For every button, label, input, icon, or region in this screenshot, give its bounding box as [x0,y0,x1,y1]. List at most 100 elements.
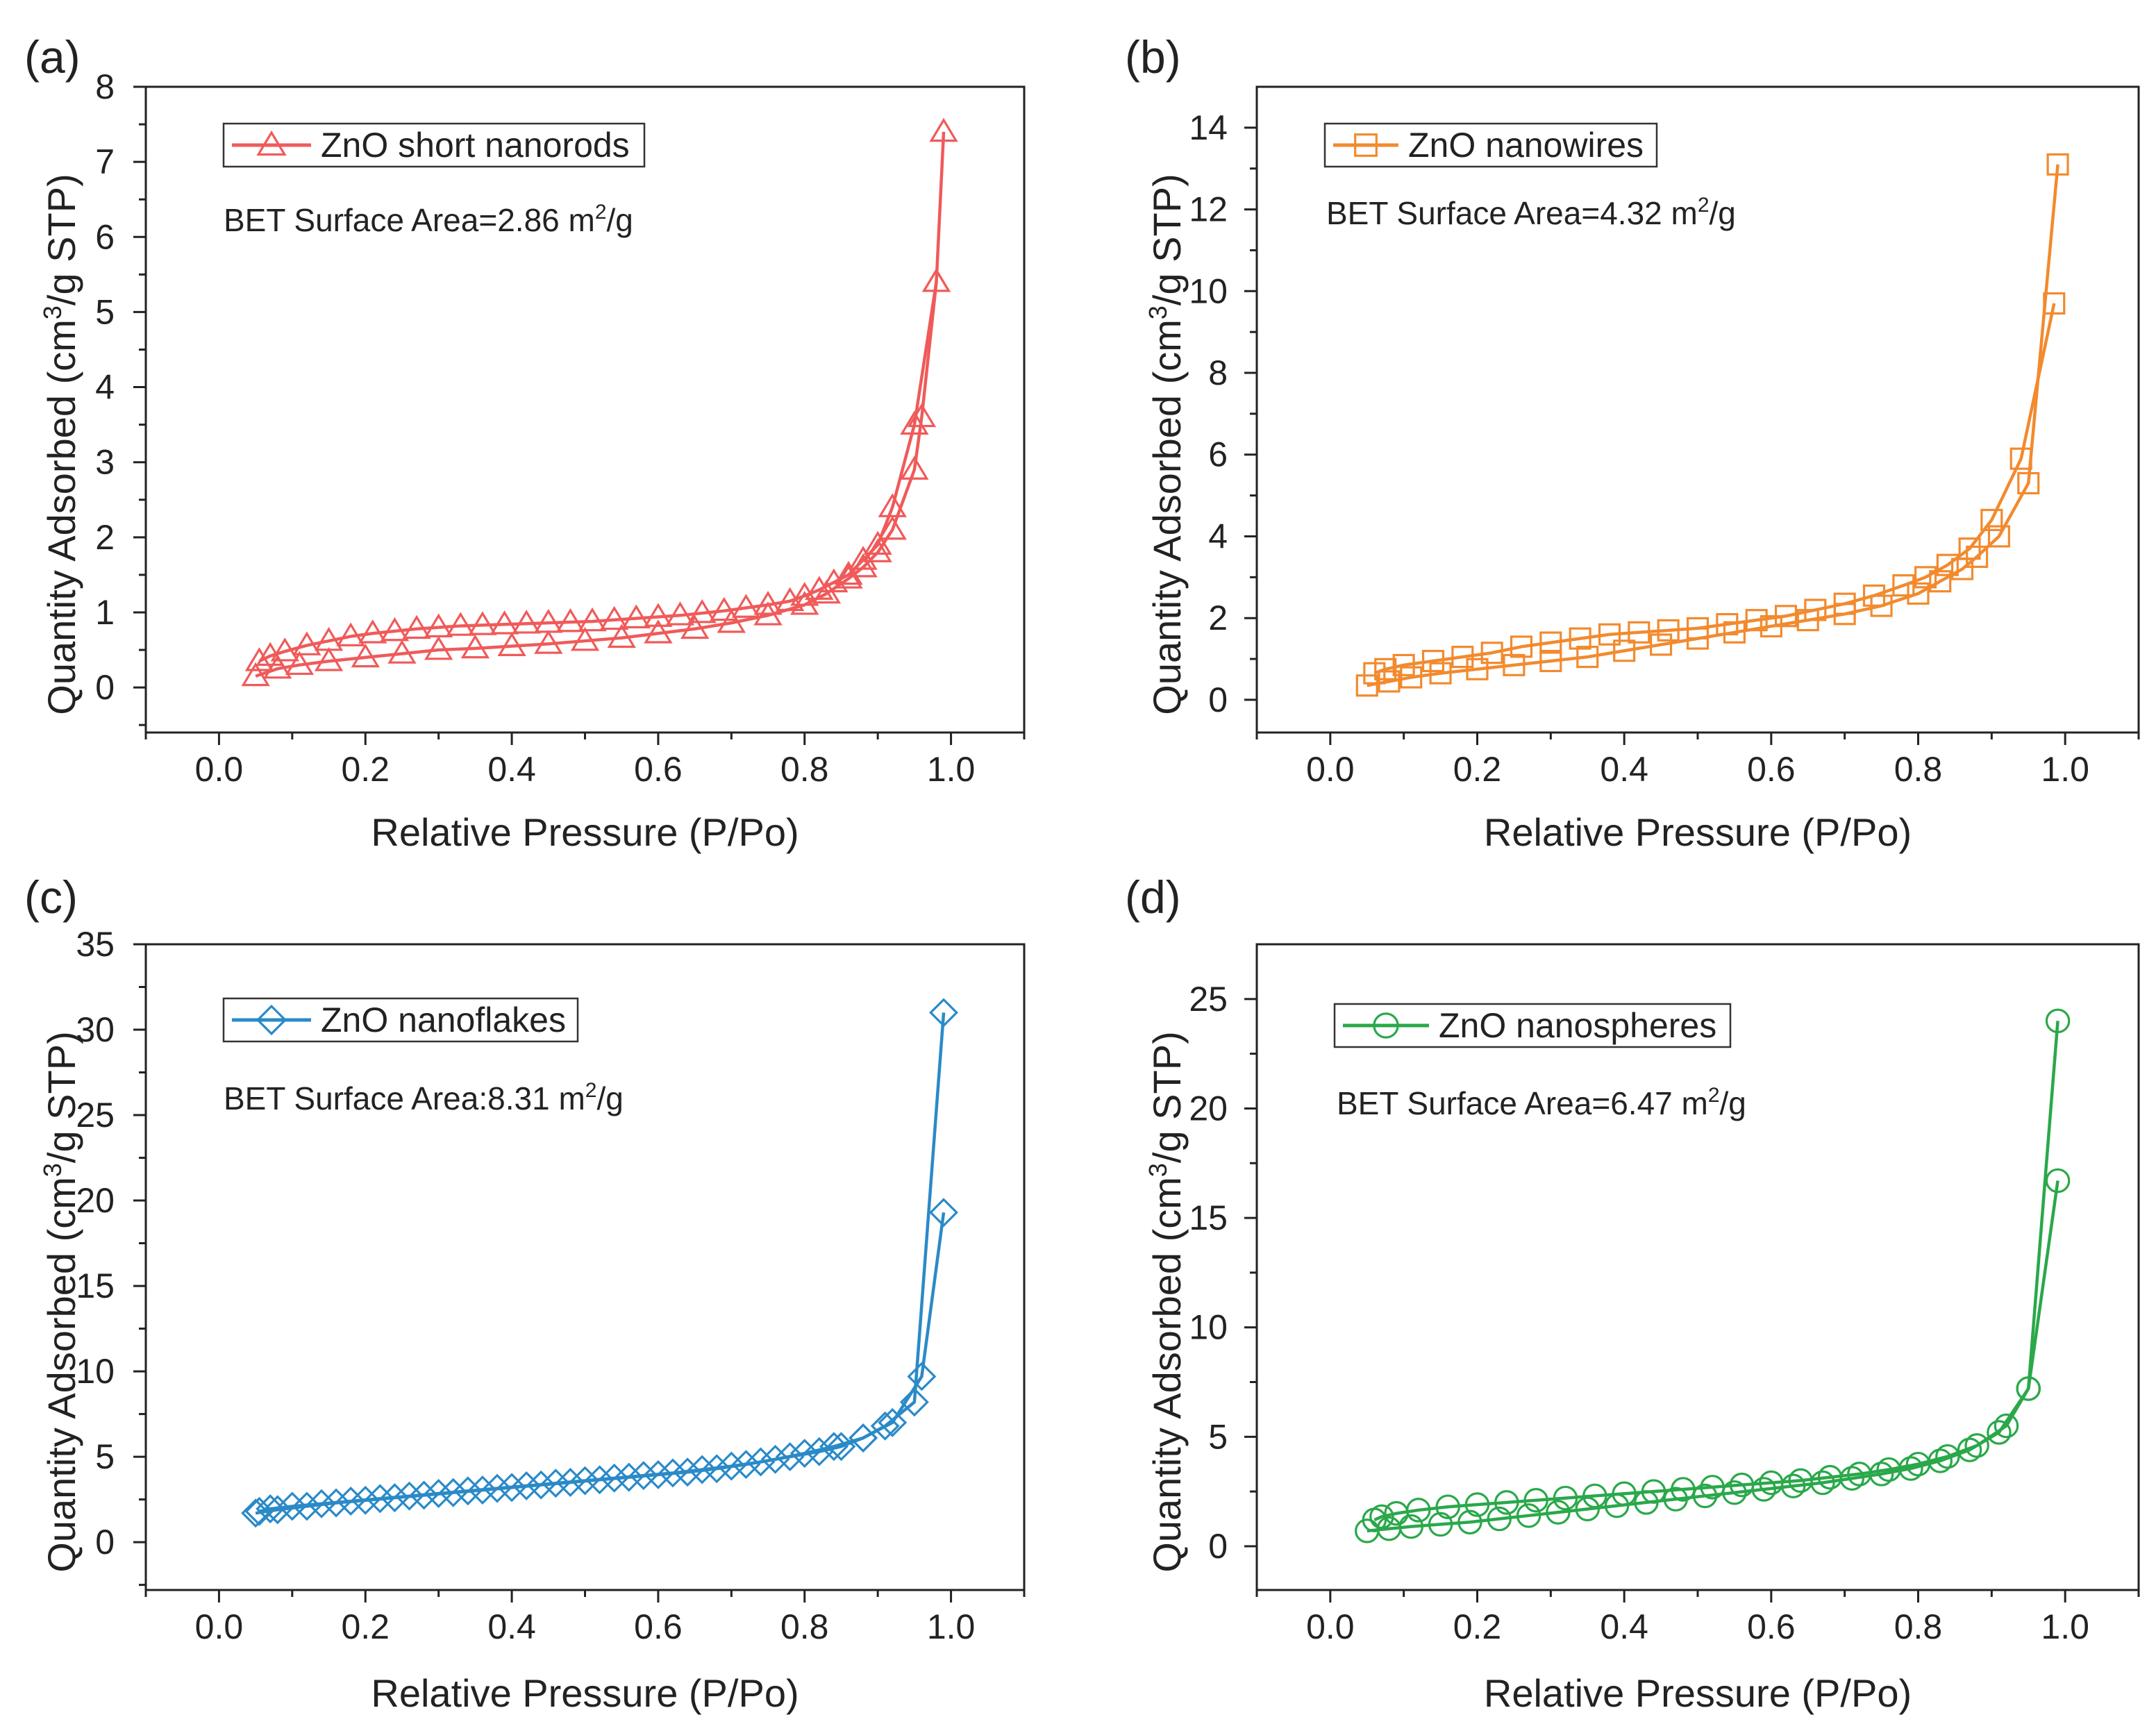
desorption-point [863,530,892,555]
adsorption-point [1398,1514,1423,1539]
desorption-point [804,1437,834,1466]
desorption-point [394,1481,424,1511]
desorption-point [541,1468,571,1498]
desorption-point [1817,1464,1843,1490]
desorption-point [628,1461,658,1491]
desorption-point [2009,447,2032,470]
adsorption-point [1539,649,1562,673]
adsorption-point [607,624,636,648]
desorption-point [1804,599,1827,621]
y-tick-label: 12 [1189,190,1228,229]
x-tick-label: 0.4 [487,750,536,789]
legend-marker [1373,1012,1399,1039]
desorption-point [731,594,761,618]
y-tick-label: 2 [1208,599,1228,637]
y-tick-label: 7 [95,142,115,181]
desorption-point [336,1487,366,1516]
y-tick-label: 8 [1208,353,1228,392]
desorption-point [307,1489,336,1518]
desorption-point [687,1455,717,1484]
desorption-point [805,576,834,600]
chart-panel-b: (b) 0.0 0.2 0.4 0.6 0.8 1.0 0 2 4 6 8 10 12 14 Relative… [1125,31,2140,854]
adsorption-point [1907,582,1930,605]
adsorption-point [1613,639,1636,662]
x-tick-label: 0.8 [1894,1607,1943,1646]
adsorption-point [555,1468,585,1497]
adsorption-point [863,538,892,562]
desorption-point [1628,621,1651,644]
y-tick-label: 0 [1208,680,1228,719]
desorption-point [621,604,651,628]
x-tick-label: 0.6 [1747,1607,1796,1646]
desorption-point [878,493,907,517]
desorption-point [1847,1462,1872,1487]
desorption-point [365,1484,395,1514]
adsorption-point [673,1457,703,1487]
desorption-point [1958,537,1981,560]
adsorption-point [1650,633,1673,656]
desorption-point [314,626,344,651]
desorption-point [1539,631,1562,654]
legend-marker [256,1004,287,1036]
y-tick-label: 5 [95,292,115,331]
adsorption-point [702,1454,732,1484]
adsorption-point [2045,1008,2071,1034]
adsorption-point [870,1411,900,1441]
y-tick-label: 5 [1208,1417,1228,1456]
adsorption-point [2017,471,2040,494]
adsorption-point [878,515,907,540]
desorption-point [687,599,717,624]
y-tick-label: 0 [95,668,115,707]
desorption-point [1641,1479,1666,1504]
desorption-point [1729,1472,1755,1498]
y-tick-label: 2 [95,518,115,557]
y-tick-label: 8 [95,67,115,106]
adsorption-point [2046,153,2069,176]
desorption-point [1435,1494,1460,1519]
legend-label: ZnO short nanorods [321,126,630,165]
desorption-point [1612,1481,1637,1507]
adsorption-point [351,1485,381,1515]
bet-surface-area: BET Surface Area=2.86 m2/g [224,201,633,238]
desorption-point [921,268,951,292]
y-tick-label: 4 [95,368,115,407]
x-tick-label: 0.0 [195,1607,244,1646]
desorption-point [2045,1168,2071,1194]
desorption-point [644,603,673,627]
x-tick-label: 1.0 [2041,1607,2089,1646]
desorption-point [1862,584,1886,607]
y-tick-label: 15 [76,1266,115,1305]
desorption-point [292,631,321,655]
y-tick-label: 14 [1189,108,1228,147]
y-tick-label: 10 [1189,271,1228,310]
x-tick-label: 0.8 [780,750,829,789]
x-tick-label: 1.0 [927,750,976,789]
adsorption-point [387,639,417,664]
desorption-point [468,611,497,635]
y-axis-title: Quantity Adsorbed (cm3/g STP) [38,174,83,714]
x-tick-label: 0.6 [634,1607,683,1646]
desorption-point [1914,566,1937,589]
desorption-point [907,1362,937,1391]
desorption-point [1362,1507,1387,1532]
x-tick-label: 0.2 [341,750,390,789]
desorption-point [929,1198,959,1228]
adsorption-point [1575,1496,1601,1522]
desorption-point [717,1451,746,1481]
desorption-point [555,608,585,633]
adsorption-point [1929,570,1952,593]
desorption-point [599,1463,629,1493]
desorption-point [1657,619,1680,642]
desorption-point [578,607,607,632]
desorption-point [490,610,519,635]
adsorption-point [849,553,878,578]
y-tick-label: 3 [95,443,115,482]
adsorption-point [614,1462,644,1492]
desorption-point [1510,635,1533,658]
bet-surface-area: BET Surface Area:8.31 m2/g [224,1079,624,1116]
adsorption-point [409,1480,439,1510]
adsorption-point [292,1491,321,1521]
y-tick-label: 30 [76,1010,115,1049]
x-tick-label: 0.0 [1306,750,1355,789]
legend-marker [1354,133,1378,157]
